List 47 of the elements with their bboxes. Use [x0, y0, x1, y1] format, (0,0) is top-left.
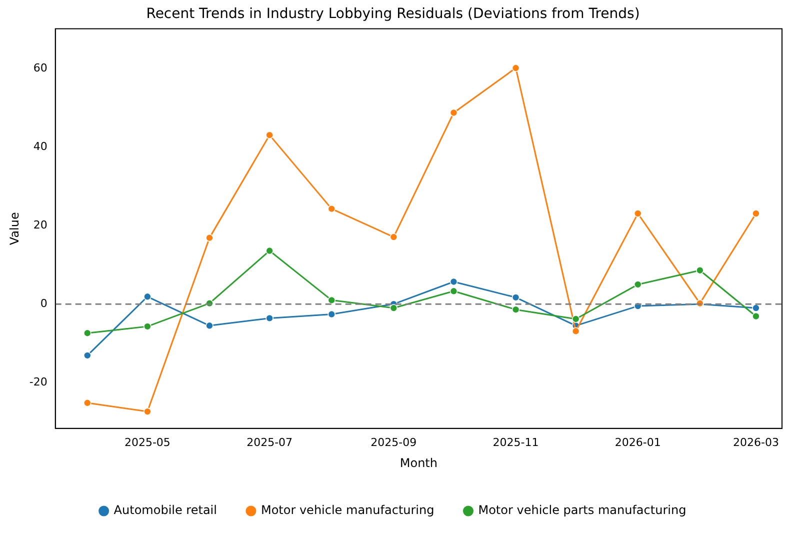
legend-label: Automobile retail — [114, 503, 217, 518]
point — [206, 234, 214, 242]
point — [390, 233, 398, 241]
y-tick-label: 40 — [33, 140, 48, 154]
point — [390, 304, 398, 312]
point — [634, 210, 642, 218]
legend-label: Motor vehicle manufacturing — [260, 503, 434, 518]
point — [450, 287, 458, 296]
point — [144, 292, 152, 301]
y-tick-label: 0 — [40, 296, 48, 310]
point — [266, 246, 274, 255]
point — [83, 329, 92, 338]
point — [450, 278, 458, 286]
point — [752, 210, 760, 218]
x-tick-label: 2025-11 — [492, 436, 539, 449]
point — [696, 266, 704, 274]
point — [752, 304, 760, 312]
y-tick-label: 20 — [33, 218, 48, 232]
point — [266, 131, 274, 139]
point — [512, 306, 520, 314]
y-axis-title: Value — [7, 212, 22, 246]
point — [144, 322, 152, 330]
point — [634, 280, 642, 288]
x-tick-label: 2026-01 — [614, 436, 661, 449]
legend-label: Motor vehicle parts manufacturing — [478, 503, 686, 518]
point — [206, 322, 214, 330]
point — [83, 352, 92, 360]
y-tick-label: 60 — [33, 62, 48, 75]
point — [328, 310, 336, 318]
point — [328, 296, 336, 304]
point — [512, 64, 520, 72]
y-tick-label: -20 — [29, 375, 48, 388]
point — [512, 294, 520, 302]
point — [752, 312, 760, 320]
point — [450, 108, 458, 117]
chart-title: Recent Trends in Industry Lobbying Residuals (Deviations from Trends) — [146, 6, 640, 22]
x-tick-label: 2025-09 — [370, 436, 417, 449]
point — [572, 327, 580, 336]
x-axis-title: Month — [400, 456, 438, 470]
x-tick-label: 2025-05 — [124, 436, 170, 449]
point — [328, 204, 336, 213]
point — [83, 399, 92, 407]
x-tick-label: 2025-07 — [246, 436, 293, 449]
point — [266, 314, 274, 322]
point — [572, 315, 580, 323]
x-tick-label: 2026-03 — [732, 436, 779, 449]
point — [144, 408, 152, 416]
